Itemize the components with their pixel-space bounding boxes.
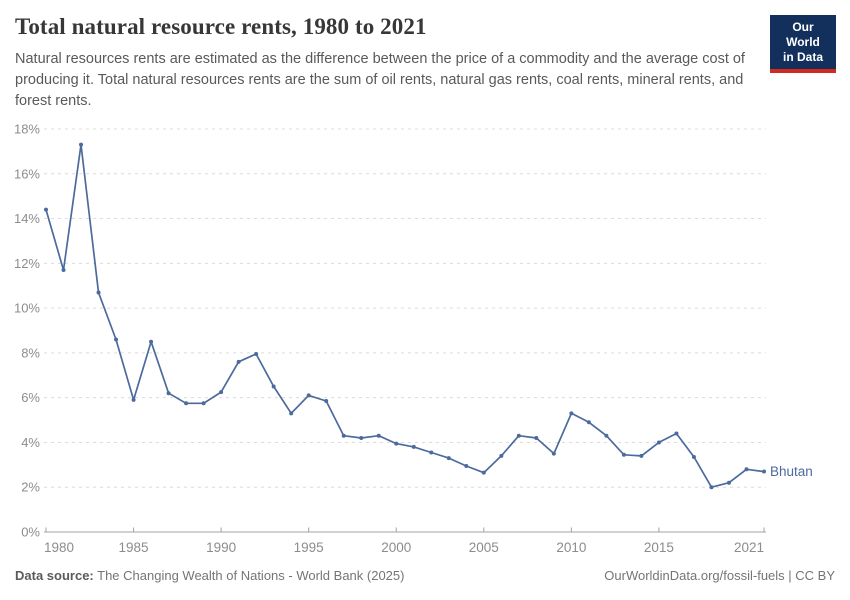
data-point-bhutan-2008[interactable] <box>534 435 539 440</box>
owid-logo[interactable]: Our World in Data <box>770 15 836 73</box>
data-point-bhutan-2004[interactable] <box>464 463 469 468</box>
data-point-bhutan-2001[interactable] <box>411 444 416 449</box>
x-tick-label: 2021 <box>734 540 764 555</box>
data-source-line: Data source: The Changing Wealth of Nati… <box>15 568 404 583</box>
data-point-bhutan-2003[interactable] <box>446 456 451 461</box>
page-subtitle: Natural resources rents are estimated as… <box>15 51 745 110</box>
data-point-bhutan-2014[interactable] <box>639 453 644 458</box>
x-tick-label: 1990 <box>206 540 236 555</box>
data-point-bhutan-1980[interactable] <box>44 207 48 212</box>
data-source-label: Data source: <box>15 568 94 583</box>
x-tick-label: 2000 <box>381 540 411 555</box>
owid-logo-line2: in Data <box>782 50 823 64</box>
x-tick-label: 2010 <box>556 540 586 555</box>
data-point-bhutan-2000[interactable] <box>394 441 399 446</box>
data-line-bhutan[interactable] <box>45 143 765 489</box>
data-point-bhutan-2006[interactable] <box>499 453 504 458</box>
y-tick-label: 4% <box>21 435 40 450</box>
page-title: Total natural resource rents, 1980 to 20… <box>15 14 427 39</box>
data-point-bhutan-2015[interactable] <box>656 440 661 445</box>
data-point-bhutan-1990[interactable] <box>219 390 224 395</box>
data-point-bhutan-1993[interactable] <box>271 384 276 389</box>
y-tick-label: 18% <box>14 122 40 137</box>
data-point-bhutan-2013[interactable] <box>621 452 626 457</box>
data-point-bhutan-2007[interactable] <box>516 433 521 438</box>
y-tick-label: 6% <box>21 390 40 405</box>
data-point-bhutan-1981[interactable] <box>61 268 66 273</box>
data-point-bhutan-2016[interactable] <box>674 431 679 436</box>
x-tick-label: 1980 <box>44 540 74 555</box>
y-tick-label: 16% <box>14 166 40 181</box>
data-point-bhutan-2002[interactable] <box>429 450 434 455</box>
y-tick-label: 14% <box>14 211 40 226</box>
data-point-bhutan-2019[interactable] <box>726 480 731 485</box>
data-point-bhutan-1983[interactable] <box>96 290 101 295</box>
data-point-bhutan-1999[interactable] <box>376 433 381 438</box>
data-point-bhutan-2018[interactable] <box>709 485 714 490</box>
x-tick-label: 1995 <box>294 540 324 555</box>
data-point-bhutan-1984[interactable] <box>114 337 119 342</box>
data-point-bhutan-2005[interactable] <box>481 470 486 475</box>
x-tick-label: 2005 <box>469 540 499 555</box>
data-point-bhutan-2009[interactable] <box>551 451 556 456</box>
data-point-bhutan-2021[interactable] <box>762 469 766 474</box>
data-point-bhutan-1987[interactable] <box>166 391 171 396</box>
data-source-text: The Changing Wealth of Nations - World B… <box>93 568 405 583</box>
data-point-bhutan-1994[interactable] <box>289 411 294 416</box>
data-point-bhutan-1989[interactable] <box>201 401 206 406</box>
data-point-bhutan-1997[interactable] <box>341 433 346 438</box>
data-point-bhutan-2010[interactable] <box>569 411 574 416</box>
y-tick-label: 12% <box>14 256 40 271</box>
y-tick-label: 2% <box>21 480 40 495</box>
data-point-bhutan-2017[interactable] <box>691 454 696 459</box>
x-tick-label: 2015 <box>644 540 674 555</box>
series-end-label: Bhutan <box>770 464 813 479</box>
credit-link[interactable]: OurWorldinData.org/fossil-fuels | CC BY <box>604 568 835 583</box>
chart-header: Total natural resource rents, 1980 to 20… <box>15 14 760 112</box>
data-point-bhutan-1988[interactable] <box>184 401 189 406</box>
data-point-bhutan-1996[interactable] <box>324 399 329 404</box>
data-point-bhutan-2012[interactable] <box>604 433 609 438</box>
y-tick-label: 0% <box>21 525 40 540</box>
data-point-bhutan-2020[interactable] <box>744 467 749 472</box>
data-point-bhutan-2011[interactable] <box>586 420 591 425</box>
data-point-bhutan-1995[interactable] <box>306 393 311 398</box>
owid-logo-line1: Our World <box>786 20 820 49</box>
data-point-bhutan-1985[interactable] <box>131 397 136 402</box>
y-tick-label: 8% <box>21 345 40 360</box>
data-point-bhutan-1982[interactable] <box>79 142 84 147</box>
chart-footer: Data source: The Changing Wealth of Nati… <box>15 568 835 583</box>
data-point-bhutan-1992[interactable] <box>254 352 259 357</box>
y-tick-label: 10% <box>14 301 40 316</box>
x-tick-label: 1985 <box>119 540 149 555</box>
data-point-bhutan-1991[interactable] <box>236 359 241 364</box>
data-point-bhutan-1986[interactable] <box>149 339 154 344</box>
data-point-bhutan-1998[interactable] <box>359 435 364 440</box>
